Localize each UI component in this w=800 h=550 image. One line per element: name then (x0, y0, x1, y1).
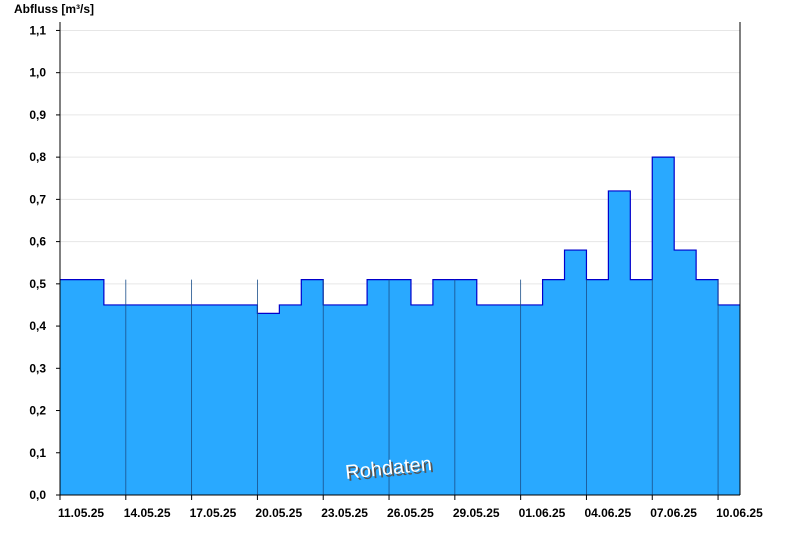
x-tick-label: 01.06.25 (519, 506, 566, 520)
y-tick-label: 0,4 (29, 319, 46, 333)
x-tick-label: 23.05.25 (321, 506, 368, 520)
x-tick-label: 07.06.25 (650, 506, 697, 520)
x-tick-label: 10.06.25 (716, 506, 763, 520)
x-tick-label: 11.05.25 (58, 506, 104, 520)
x-tick-label: 17.05.25 (190, 506, 237, 520)
y-tick-label: 0,7 (29, 192, 46, 206)
y-axis-label: Abfluss [m³/s] (14, 2, 94, 16)
x-tick-label: 20.05.25 (255, 506, 302, 520)
x-tick-label: 29.05.25 (453, 506, 500, 520)
x-tick-label: 14.05.25 (124, 506, 171, 520)
y-tick-label: 0,3 (29, 361, 46, 375)
line (60, 156, 740, 315)
y-tick-label: 0,8 (29, 150, 46, 164)
area (60, 157, 740, 495)
y-tick-label: 1,1 (29, 23, 46, 37)
y-tick-label: 0,1 (29, 446, 46, 460)
x-tick-label: 26.05.25 (387, 506, 434, 520)
y-tick-label: 0,6 (29, 235, 46, 249)
y-tick-label: 0,9 (29, 108, 46, 122)
y-tick-label: 1,0 (29, 66, 46, 80)
y-tick-label: 0,0 (29, 488, 46, 502)
y-tick-label: 0,2 (29, 404, 46, 418)
y-tick-label: 0,5 (29, 277, 46, 291)
x-tick-label: 04.06.25 (584, 506, 631, 520)
